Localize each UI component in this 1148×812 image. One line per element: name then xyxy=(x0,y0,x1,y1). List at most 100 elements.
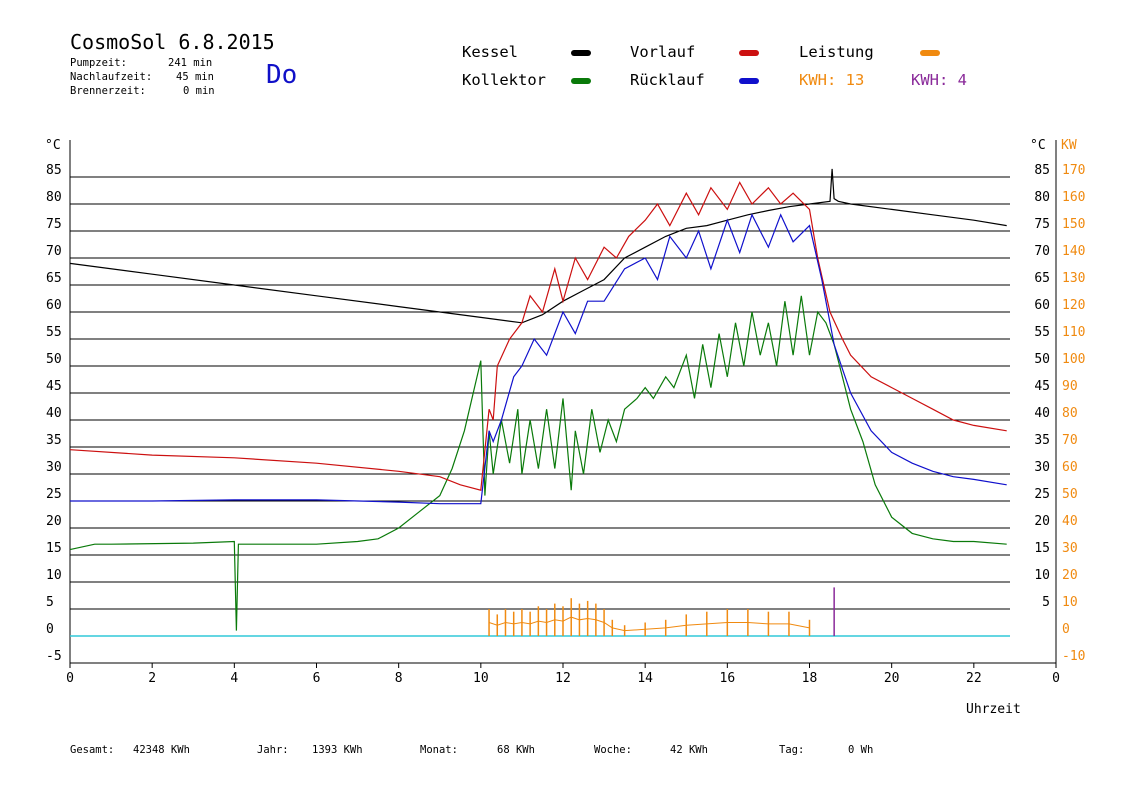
pumpzeit-value: 241 min xyxy=(168,57,213,69)
y-tick-label-left: 65 xyxy=(46,271,62,286)
y-tick-label-kw: 40 xyxy=(1062,514,1078,529)
y-tick-label-left: 35 xyxy=(46,433,62,448)
y-tick-label-kw: 160 xyxy=(1062,190,1085,205)
y-tick-label-right: 20 xyxy=(1034,514,1050,529)
footer-woche-label: Woche: xyxy=(594,744,632,756)
y-tick-label-right: 75 xyxy=(1034,217,1050,232)
legend-ruecklauf-swatch xyxy=(739,78,759,84)
y-tick-label-kw: 130 xyxy=(1062,271,1085,286)
leistung-line xyxy=(488,616,810,632)
y-tick-label-right: 45 xyxy=(1034,379,1050,394)
x-tick-label: 22 xyxy=(966,671,982,686)
y-tick-label-kw: 60 xyxy=(1062,460,1078,475)
y-tick-label-right: 65 xyxy=(1034,271,1050,286)
y-tick-label-right: 55 xyxy=(1034,325,1050,340)
y-tick-label-right: 80 xyxy=(1034,190,1050,205)
y-tick-label-kw: 90 xyxy=(1062,379,1078,394)
footer-gesamt-label: Gesamt: xyxy=(70,744,115,756)
y-tick-label-kw: 20 xyxy=(1062,568,1078,583)
y-tick-label-kw: 70 xyxy=(1062,433,1078,448)
legend-kollektor-label: Kollektor xyxy=(462,71,546,89)
weekday-label: Do xyxy=(266,60,298,90)
y-tick-label-kw: 110 xyxy=(1062,325,1085,340)
y-tick-label-left: 50 xyxy=(46,352,62,367)
y-tick-label-left: 60 xyxy=(46,298,62,313)
legend-leistung-swatch xyxy=(920,50,940,56)
y-tick-label-left: 40 xyxy=(46,406,62,421)
y-tick-label-kw: 30 xyxy=(1062,541,1078,556)
x-tick-label: 10 xyxy=(473,671,489,686)
legend-kessel-swatch xyxy=(571,50,591,56)
y-tick-label-left: 55 xyxy=(46,325,62,340)
y-tick-label-left: 5 xyxy=(46,595,54,610)
y-tick-label-left: 45 xyxy=(46,379,62,394)
x-tick-label: 18 xyxy=(802,671,818,686)
y-tick-label-left: 0 xyxy=(46,622,54,637)
footer-gesamt-value: 42348 KWh xyxy=(133,744,190,756)
y-tick-label-left: 75 xyxy=(46,217,62,232)
x-tick-label: 12 xyxy=(555,671,571,686)
y-tick-label-right: 25 xyxy=(1034,487,1050,502)
y-tick-label-left: 70 xyxy=(46,244,62,259)
y-tick-label-kw: 100 xyxy=(1062,352,1085,367)
y-tick-label-right: 60 xyxy=(1034,298,1050,313)
footer-tag-label: Tag: xyxy=(779,744,805,756)
y-tick-label-right: 35 xyxy=(1034,433,1050,448)
y-tick-label-left: 85 xyxy=(46,163,62,178)
y-tick-label-left: 25 xyxy=(46,487,62,502)
x-tick-label: 0 xyxy=(1052,671,1060,686)
y-tick-label-right: 70 xyxy=(1034,244,1050,259)
pumpzeit-label: Pumpzeit: xyxy=(70,57,127,69)
footer-woche-value: 42 KWh xyxy=(670,744,708,756)
y-tick-label-right: 10 xyxy=(1034,568,1050,583)
y-tick-label-right: 50 xyxy=(1034,352,1050,367)
brennerzeit-label: Brennerzeit: xyxy=(70,85,146,97)
legend-ruecklauf-label: Rücklauf xyxy=(630,71,705,89)
y-axis-right-unit: °C xyxy=(1030,138,1046,153)
x-tick-label: 8 xyxy=(395,671,403,686)
y-tick-label-right: 5 xyxy=(1042,595,1050,610)
x-tick-label: 4 xyxy=(230,671,238,686)
y-tick-label-kw: 80 xyxy=(1062,406,1078,421)
y-tick-label-right: 15 xyxy=(1034,541,1050,556)
x-axis-label: Uhrzeit xyxy=(966,702,1021,717)
legend-kwh-secondary: KWH: 4 xyxy=(911,71,967,89)
legend-leistung-label: Leistung xyxy=(799,43,874,61)
series-line-kessel xyxy=(69,168,1007,324)
y-tick-label-left: 80 xyxy=(46,190,62,205)
footer-tag-value: 0 Wh xyxy=(848,744,874,756)
footer-jahr-value: 1393 KWh xyxy=(312,744,363,756)
series-line-rcklauf xyxy=(70,213,1007,505)
legend-vorlauf-label: Vorlauf xyxy=(630,43,696,61)
legend-kessel-label: Kessel xyxy=(462,43,518,61)
y-tick-label-kw: 150 xyxy=(1062,217,1085,232)
y-tick-label-kw: -10 xyxy=(1062,649,1085,664)
y-axis-left-unit: °C xyxy=(45,138,61,153)
y-tick-label-kw: 10 xyxy=(1062,595,1078,610)
x-tick-label: 2 xyxy=(148,671,156,686)
series-line-vorlauf xyxy=(69,181,1007,491)
x-tick-label: 14 xyxy=(637,671,653,686)
y-tick-label-right: 85 xyxy=(1034,163,1050,178)
y-tick-label-kw: 0 xyxy=(1062,622,1070,637)
y-tick-label-left: -5 xyxy=(46,649,62,664)
y-tick-label-left: 30 xyxy=(46,460,62,475)
y-tick-label-left: 15 xyxy=(46,541,62,556)
y-tick-label-right: 40 xyxy=(1034,406,1050,421)
y-tick-label-kw: 170 xyxy=(1062,163,1085,178)
y-tick-label-kw: 120 xyxy=(1062,298,1085,313)
nachlaufzeit-value: 45 min xyxy=(176,71,214,83)
chart-title: CosmoSol 6.8.2015 xyxy=(70,30,275,54)
legend-kollektor-swatch xyxy=(571,78,591,84)
y-axis-kw-unit: KW xyxy=(1061,138,1077,153)
series-line-kollektor xyxy=(69,295,1007,631)
x-tick-label: 6 xyxy=(313,671,321,686)
footer-jahr-label: Jahr: xyxy=(257,744,289,756)
x-tick-label: 16 xyxy=(720,671,736,686)
x-tick-label: 20 xyxy=(884,671,900,686)
footer-monat-label: Monat: xyxy=(420,744,458,756)
footer-monat-value: 68 KWh xyxy=(497,744,535,756)
x-tick-label: 0 xyxy=(66,671,74,686)
y-tick-label-kw: 140 xyxy=(1062,244,1085,259)
